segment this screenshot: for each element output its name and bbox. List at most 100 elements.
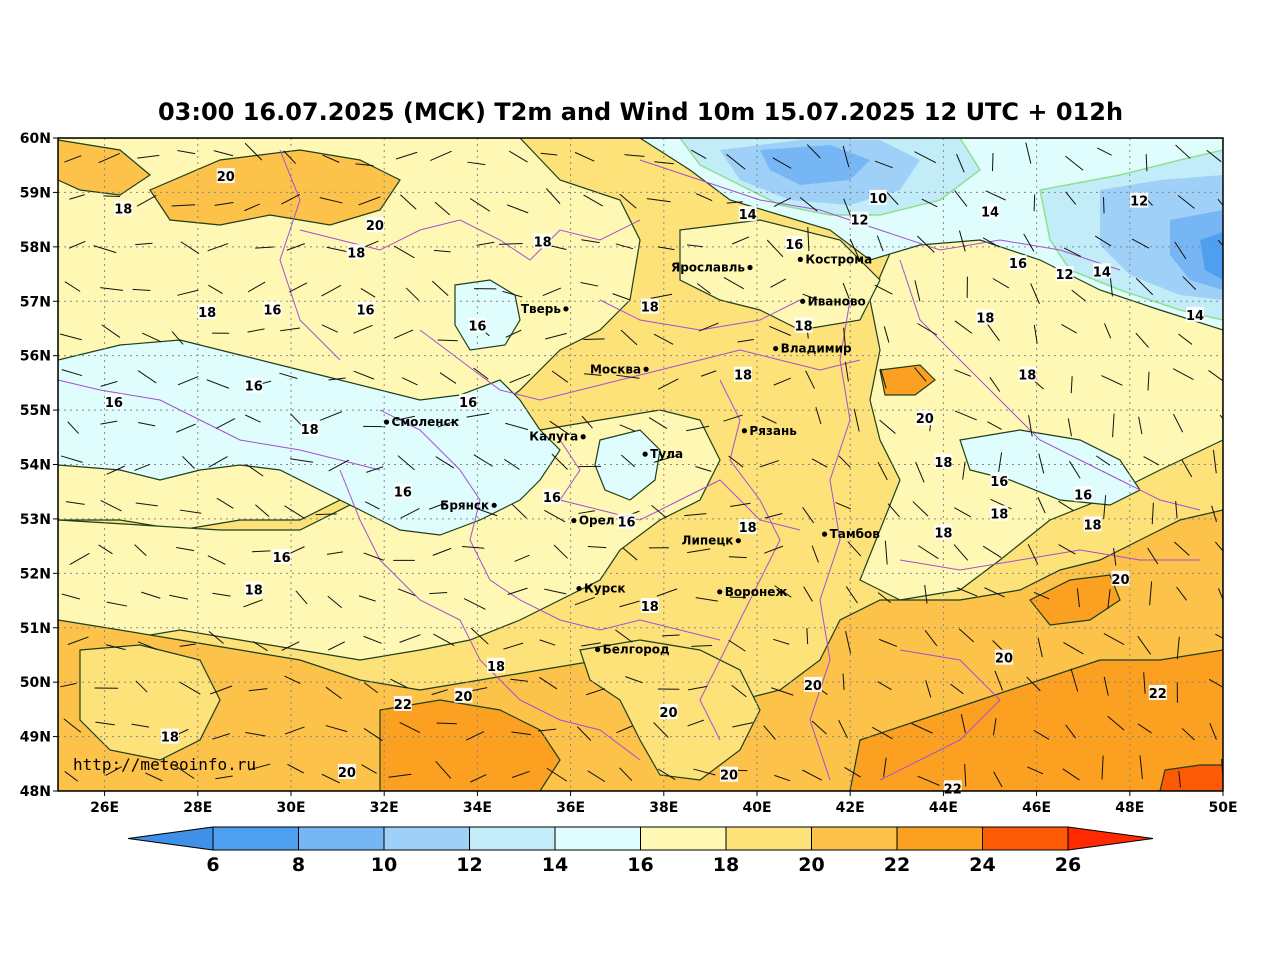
svg-text:18: 18 [1018,369,1036,384]
svg-text:22: 22 [1149,687,1167,702]
city-label: Рязань [749,424,797,438]
lon-tick-label: 50E [1208,800,1237,816]
isotherm-label: 16 [459,393,477,411]
colorbar-tick-label: 10 [371,854,397,876]
city-label: Брянск [440,498,489,512]
city-marker[interactable]: Тамбов [821,527,880,541]
isotherm-label: 18 [934,524,952,542]
city-dot-icon [563,306,569,312]
city-marker[interactable]: Калуга [529,430,586,444]
lat-tick-label: 57N [20,294,51,310]
colorbar-tick-label: 18 [713,854,739,876]
city-dot-icon [797,256,803,262]
city-marker[interactable]: Белгород [595,643,670,657]
city-dot-icon [383,419,390,425]
svg-text:16: 16 [468,320,486,335]
svg-text:22: 22 [394,698,412,713]
city-label: Ярославль [671,261,745,275]
temp-zone-16-18 [679,219,881,331]
svg-text:18: 18 [114,203,132,218]
svg-text:18: 18 [739,521,757,536]
isotherm-label: 16 [468,317,486,335]
city-marker[interactable]: Орел [571,514,615,528]
isotherm-label: 18 [739,519,757,536]
isotherm-label: 16 [245,377,263,395]
city-marker[interactable]: Смоленск [383,415,459,429]
city-marker[interactable]: Липецк [682,534,741,548]
colorbar: 6 8 10 12 14 16 18 20 22 24 26 [127,826,1154,876]
city-dot-icon [717,589,723,595]
lat-axis: 60N 59N 58N 57N 56N 55N 54N 53N 52N 51N 50N 49N 48N [20,131,58,800]
city-marker[interactable]: Рязань [741,424,797,438]
isotherm-label: 16 [105,393,123,411]
svg-text:18: 18 [934,527,952,542]
isotherm-label: 12 [1056,266,1074,283]
temp-zone-14-16 [58,339,561,536]
colorbar-tick-label: 14 [542,854,568,876]
lon-tick-label: 26E [90,800,119,816]
city-label: Липецк [682,534,734,548]
svg-text:18: 18 [934,456,952,471]
credit-label[interactable]: http://meteoinfo.ru [73,755,256,774]
lon-tick-label: 44E [929,800,958,816]
city-label: Москва [590,362,641,376]
city-marker[interactable]: Кострома [797,252,872,266]
city-marker[interactable]: Тверь [521,302,569,316]
isotherm-label: 20 [338,763,356,781]
city-dot-icon [491,502,497,508]
city-label: Владимир [781,342,852,356]
isotherm-label: 18 [990,505,1008,522]
isotherm-label: 20 [366,217,384,234]
colorbar-segment [298,826,385,851]
svg-text:16: 16 [459,396,477,411]
isotherm-label: 12 [850,211,869,229]
svg-text:18: 18 [990,507,1008,522]
city-markers: Ярославль Кострома Иваново Тверь Владимир Мос… [383,252,880,657]
city-marker[interactable]: Москва [590,362,649,376]
svg-text:20: 20 [366,219,384,234]
isotherm-label: 18 [934,453,952,471]
temp-zone-22-24 [879,364,936,396]
svg-text:20: 20 [454,690,472,705]
city-marker[interactable]: Брянск [440,498,497,512]
colorbar-segment [383,826,470,851]
city-marker[interactable]: Ярославль [671,261,753,275]
svg-text:20: 20 [720,769,738,784]
svg-text:12: 12 [850,214,868,229]
svg-text:16: 16 [273,551,291,566]
city-label: Тверь [521,302,562,316]
svg-text:12: 12 [1056,268,1074,283]
isotherm-label: 18 [487,657,505,675]
city-dot-icon [580,434,586,440]
region-borders [58,149,1201,781]
svg-text:12: 12 [1130,195,1148,210]
city-marker[interactable]: Владимир [773,342,852,356]
isotherm-label: 20 [217,168,235,185]
svg-text:16: 16 [394,486,412,501]
lon-tick-label: 40E [742,800,771,816]
city-label: Воронеж [725,585,788,599]
isotherm-label: 22 [394,695,412,713]
city-dot-icon [773,345,779,352]
svg-text:18: 18 [641,301,659,316]
svg-text:18: 18 [347,246,365,261]
city-marker[interactable]: Воронеж [717,585,787,599]
colorbar-tick-label: 26 [1055,854,1081,876]
city-marker[interactable]: Курск [576,582,625,596]
colorbar-tick-label: 8 [292,854,305,876]
isotherm-label: 18 [976,309,994,327]
isotherm-label: 20 [804,676,822,694]
svg-text:16: 16 [1009,257,1027,272]
city-marker[interactable]: Тула [642,447,684,461]
lat-tick-label: 55N [20,403,51,419]
colorbar-tick-label: 16 [627,854,653,876]
city-marker[interactable]: Иваново [800,294,866,308]
svg-text:16: 16 [263,303,281,318]
city-dot-icon [800,298,806,304]
svg-text:16: 16 [617,516,635,531]
lon-tick-label: 38E [649,800,678,816]
isotherm-label: 14 [1186,306,1204,324]
isotherm-label: 16 [1009,255,1027,272]
lat-tick-label: 49N [20,730,51,746]
